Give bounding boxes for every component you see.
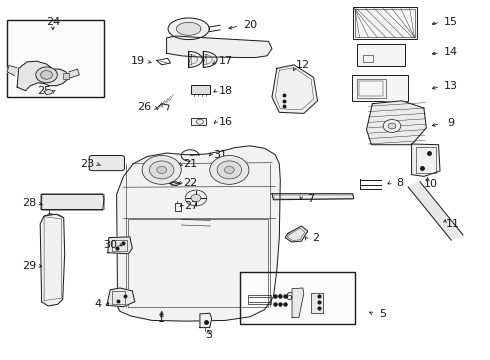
Polygon shape [285,226,308,242]
Polygon shape [176,22,201,35]
Text: 26: 26 [138,102,151,112]
Circle shape [149,161,174,179]
Text: 3: 3 [205,330,212,340]
Text: 5: 5 [379,309,386,319]
Circle shape [388,123,396,129]
FancyBboxPatch shape [353,7,416,39]
Text: 29: 29 [22,261,37,271]
Circle shape [224,166,234,174]
Polygon shape [17,61,69,91]
Polygon shape [168,18,209,40]
FancyBboxPatch shape [311,293,323,313]
Text: 24: 24 [46,17,60,27]
Text: 15: 15 [444,17,458,27]
Polygon shape [42,194,104,210]
Polygon shape [412,144,440,176]
Text: 10: 10 [424,179,438,189]
Text: 12: 12 [296,60,310,70]
Polygon shape [7,66,17,76]
Polygon shape [107,288,135,307]
Polygon shape [40,214,65,306]
Polygon shape [408,182,463,240]
Text: 11: 11 [446,219,460,229]
Polygon shape [189,51,202,67]
Polygon shape [167,36,272,58]
Polygon shape [200,313,212,328]
Text: 25: 25 [37,86,51,96]
Text: 6: 6 [286,292,293,302]
Circle shape [142,156,181,184]
Text: 9: 9 [447,118,454,128]
Text: 27: 27 [184,201,198,211]
Text: 28: 28 [22,198,37,208]
Circle shape [157,166,167,174]
FancyBboxPatch shape [191,85,210,94]
Text: 19: 19 [131,56,145,66]
FancyBboxPatch shape [175,203,181,211]
Text: 17: 17 [220,56,233,66]
Text: 31: 31 [214,150,227,160]
Polygon shape [108,237,132,254]
Circle shape [383,120,401,132]
Circle shape [191,194,201,202]
Circle shape [185,190,207,206]
Text: 22: 22 [183,178,197,188]
Polygon shape [44,89,53,95]
Text: 30: 30 [103,240,117,250]
Circle shape [210,156,249,184]
Text: 23: 23 [80,159,94,169]
Polygon shape [272,65,318,113]
FancyBboxPatch shape [240,272,355,324]
Text: 13: 13 [444,81,458,91]
Polygon shape [203,51,217,67]
Text: 7: 7 [308,194,315,204]
Text: 4: 4 [95,299,101,309]
Polygon shape [272,194,354,200]
Polygon shape [117,146,280,321]
Text: 2: 2 [313,233,319,243]
Circle shape [217,161,242,179]
FancyBboxPatch shape [191,118,206,125]
Polygon shape [367,101,426,145]
Circle shape [36,67,57,83]
Text: 1: 1 [158,314,165,324]
Circle shape [41,71,52,79]
FancyBboxPatch shape [357,44,405,66]
FancyBboxPatch shape [7,20,104,97]
Text: 18: 18 [219,86,232,96]
Text: 14: 14 [444,47,458,57]
Text: 8: 8 [396,178,403,188]
Polygon shape [292,288,304,318]
FancyBboxPatch shape [352,75,408,101]
Text: 21: 21 [183,159,197,169]
Text: 16: 16 [219,117,232,127]
Polygon shape [69,69,79,78]
Text: 20: 20 [243,20,257,30]
FancyBboxPatch shape [89,156,124,171]
